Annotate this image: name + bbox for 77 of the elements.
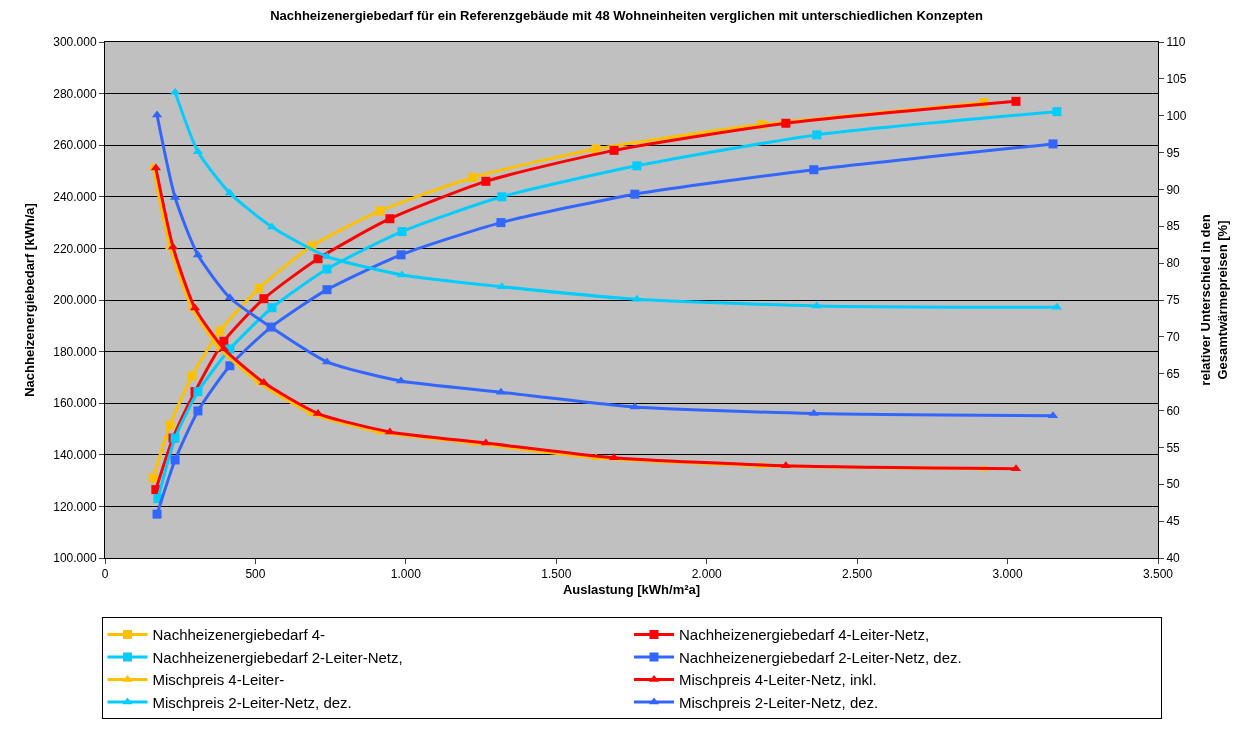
point xyxy=(322,285,332,295)
y-tick-label: 160.000 xyxy=(53,396,97,411)
y2-tick-label: 75 xyxy=(1166,293,1181,308)
point xyxy=(259,294,269,304)
legend-label: Mischpreis 2-Leiter-Netz, dez. xyxy=(679,693,879,711)
point xyxy=(630,189,640,199)
y-tick-label: 300.000 xyxy=(53,35,97,50)
point xyxy=(496,218,506,228)
y-tick-label: 100.000 xyxy=(53,551,97,566)
x-tick-label: 0 xyxy=(101,567,109,582)
y2-tick-label: 65 xyxy=(1166,366,1181,381)
point xyxy=(170,455,180,465)
y2-tick-label: 110 xyxy=(1166,35,1186,50)
y2-axis-title: relativer Unterschied in den Gesamtwärmepreisen [%] xyxy=(1198,214,1231,386)
x-tick-label: 1.500 xyxy=(541,567,572,582)
point xyxy=(313,254,323,264)
y2-tick-label: 45 xyxy=(1166,514,1181,529)
legend-label: Nachheizenergiebedarf 4- xyxy=(152,626,326,644)
x-axis-title: Auslastung [kWh/m²a] xyxy=(562,582,701,597)
y2-tick-label: 40 xyxy=(1166,551,1181,566)
point xyxy=(193,406,203,416)
y-tick-label: 140.000 xyxy=(53,448,97,462)
point xyxy=(267,303,277,313)
point xyxy=(397,227,407,237)
y2-tick-label: 80 xyxy=(1166,256,1181,271)
x-tick-label: 2.500 xyxy=(842,567,873,582)
point xyxy=(481,176,491,186)
y2-tick-label: 105 xyxy=(1166,72,1187,87)
y2-tick-label: 50 xyxy=(1166,477,1181,492)
legend-label: Mischpreis 4-Leiter-Netz, inkl. xyxy=(679,671,877,689)
y-tick-label: 120.000 xyxy=(53,499,97,514)
y-tick-label: 220.000 xyxy=(53,241,97,256)
y-tick-label: 260.000 xyxy=(53,138,97,153)
y2-tick-label: 85 xyxy=(1166,219,1181,234)
point xyxy=(609,145,619,155)
y2-tick-label: 90 xyxy=(1166,182,1181,197)
legend-label: Nachheizenergiebedarf 2-Leiter-Netz, dez. xyxy=(679,648,962,666)
point xyxy=(215,326,225,336)
x-tick-label: 1.000 xyxy=(390,567,422,582)
x-tick-label: 3.000 xyxy=(992,567,1023,582)
x-tick-label: 2.000 xyxy=(691,567,723,582)
point xyxy=(254,283,264,293)
point xyxy=(148,473,158,483)
point xyxy=(781,118,791,128)
x-tick-label: 500 xyxy=(245,567,266,582)
legend-label: Mischpreis 2-Leiter-Netz, dez. xyxy=(152,693,352,711)
point xyxy=(1011,96,1021,106)
y-tick-label: 180.000 xyxy=(53,344,97,359)
point xyxy=(225,361,235,371)
point xyxy=(187,371,197,381)
point xyxy=(396,250,406,260)
point xyxy=(1052,107,1062,117)
point xyxy=(809,165,819,175)
legend-label: Mischpreis 4-Leiter- xyxy=(152,671,285,689)
point xyxy=(632,161,642,171)
legend-label: Nachheizenergiebedarf 4-Leiter-Netz, xyxy=(679,626,930,644)
y2-tick-label: 95 xyxy=(1166,145,1181,160)
point xyxy=(497,192,507,202)
x-tick-label: 3.500 xyxy=(1142,567,1174,582)
y-tick-label: 200.000 xyxy=(53,293,97,308)
point xyxy=(1048,139,1058,149)
point xyxy=(468,172,478,182)
point xyxy=(812,130,822,140)
y2-tick-label: 60 xyxy=(1166,403,1181,418)
legend-label: Nachheizenergiebedarf 2-Leiter-Netz, xyxy=(152,648,403,666)
y2-tick-label: 55 xyxy=(1166,440,1181,455)
point xyxy=(322,264,332,274)
point xyxy=(165,420,175,430)
point xyxy=(152,509,162,519)
y2-tick-label: 70 xyxy=(1166,330,1181,345)
y-tick-label: 280.000 xyxy=(53,86,97,101)
y-tick-label: 240.000 xyxy=(53,190,97,204)
y2-tick-label: 100 xyxy=(1166,108,1187,123)
chart-title: Nachheizenergiebedarf für ein Referenzgebäude mit 48 Wohneinheiten verglichen mit unterschiedlichen Konzepten xyxy=(270,8,983,24)
point xyxy=(375,206,385,216)
y-axis-title: Nachheizenergiebedarf [kWh/a] xyxy=(22,203,38,397)
point xyxy=(385,214,395,224)
